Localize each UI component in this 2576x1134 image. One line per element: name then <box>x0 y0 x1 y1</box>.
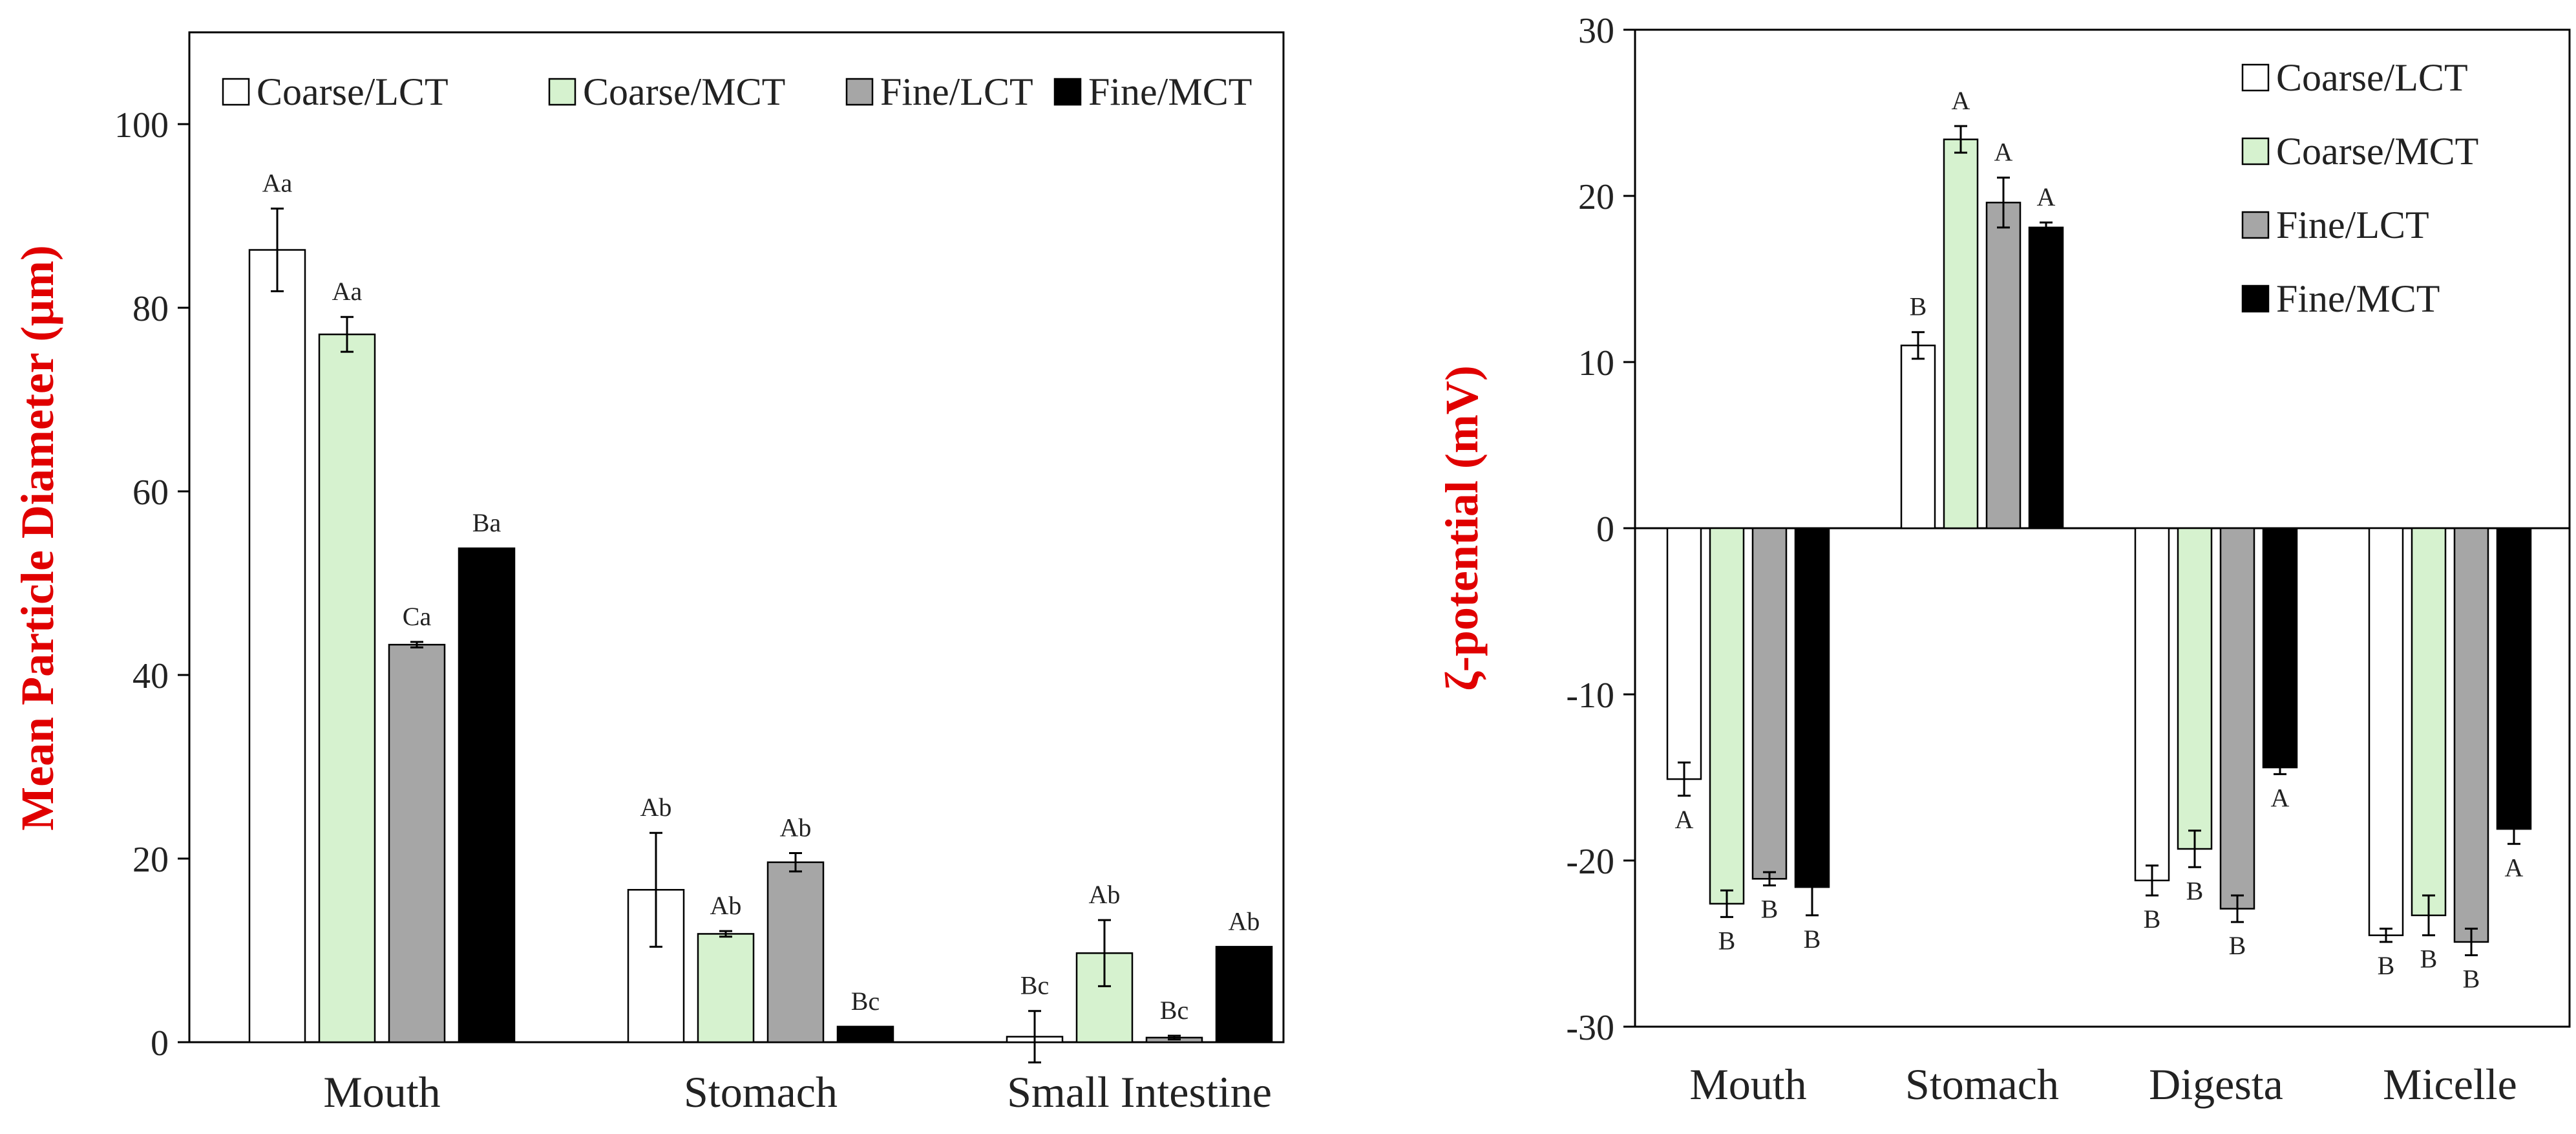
legend-swatch <box>2241 211 2270 239</box>
bar <box>2134 527 2170 882</box>
bar <box>2262 527 2298 769</box>
significance-label: B <box>2463 964 2480 993</box>
bar <box>1751 527 1788 880</box>
y-tick-label: 30 <box>1578 11 1614 51</box>
significance-label: Bc <box>851 987 880 1016</box>
significance-label: A <box>1675 805 1694 834</box>
significance-label: A <box>1952 86 1970 115</box>
significance-label: Ca <box>403 602 432 631</box>
bar <box>836 1025 894 1043</box>
significance-label: B <box>1761 895 1779 924</box>
category-label: Mouth <box>323 1067 440 1117</box>
bar <box>1900 345 1936 530</box>
legend-label: Fine/LCT <box>880 70 1033 113</box>
bar <box>1794 527 1830 888</box>
y-tick-label: 60 <box>132 473 169 513</box>
bar <box>766 861 825 1043</box>
significance-label: A <box>1994 138 2013 167</box>
y-tick-label: -30 <box>1566 1008 1614 1048</box>
legend-swatch <box>2241 137 2270 166</box>
significance-label: Aa <box>262 169 293 198</box>
significance-label: Ab <box>1229 906 1260 936</box>
significance-label: B <box>2420 945 2438 974</box>
legend-label: Fine/MCT <box>2276 277 2440 320</box>
significance-label: Bc <box>1160 996 1188 1025</box>
category-label: Mouth <box>1689 1060 1806 1109</box>
bar <box>388 643 446 1043</box>
significance-label: Ab <box>640 793 672 822</box>
significance-label: B <box>2229 931 2246 960</box>
bar <box>2368 527 2404 936</box>
legend-swatch <box>1053 78 1082 106</box>
category-label: Digesta <box>2149 1060 2283 1109</box>
legend-label: Fine/LCT <box>2276 204 2429 246</box>
y-tick-label: 100 <box>114 105 169 145</box>
significance-label: B <box>1718 926 1736 955</box>
legend-swatch <box>2241 63 2270 92</box>
bar <box>697 933 755 1043</box>
significance-label: B <box>2186 876 2204 905</box>
legend-label: Coarse/MCT <box>2276 130 2478 173</box>
bar <box>2028 226 2064 530</box>
bar <box>458 547 516 1043</box>
bar <box>1943 138 1979 530</box>
category-label: Small Intestine <box>1007 1067 1272 1117</box>
bar <box>2453 527 2489 943</box>
legend-swatch <box>548 78 576 106</box>
bar <box>248 249 306 1043</box>
y-tick-label: 20 <box>132 840 169 880</box>
y-tick-label: 40 <box>132 656 169 696</box>
significance-label: B <box>2144 904 2161 934</box>
y-tick-label: -20 <box>1566 842 1614 882</box>
bar <box>2177 527 2213 850</box>
significance-label: Bc <box>1020 971 1049 1000</box>
legend-swatch <box>222 78 250 106</box>
significance-label: A <box>2271 783 2290 812</box>
y-tick-label: 80 <box>132 289 169 329</box>
bar <box>2411 527 2447 917</box>
category-label: Stomach <box>1905 1060 2059 1109</box>
significance-label: Ab <box>1089 880 1121 909</box>
significance-label: A <box>2505 853 2524 882</box>
significance-label: Ba <box>472 508 501 537</box>
y-axis-title: Mean Particle Diameter (µm) <box>12 245 63 831</box>
legend-label: Fine/MCT <box>1088 70 1252 113</box>
significance-label: Ab <box>710 891 742 920</box>
legend-label: Coarse/LCT <box>257 70 449 113</box>
legend-label: Coarse/LCT <box>2276 56 2468 99</box>
bar <box>1709 527 1745 905</box>
bar <box>1215 946 1273 1043</box>
bar <box>2219 527 2255 910</box>
significance-label: Ab <box>780 813 812 842</box>
category-label: Micelle <box>2383 1060 2517 1109</box>
significance-label: A <box>2037 182 2056 211</box>
bar <box>1666 527 1702 780</box>
legend-swatch <box>2241 284 2270 313</box>
legend-swatch <box>845 78 874 106</box>
significance-label: B <box>2378 951 2395 980</box>
y-axis-title: ζ-potential (mV) <box>1436 365 1488 691</box>
legend-label: Coarse/MCT <box>583 70 785 113</box>
significance-label: B <box>1804 925 1821 954</box>
y-tick-label: 20 <box>1578 177 1614 217</box>
bar <box>318 333 376 1043</box>
y-tick-label: 10 <box>1578 343 1614 383</box>
y-tick-label: -10 <box>1566 676 1614 716</box>
significance-label: B <box>1910 292 1927 321</box>
significance-label: Aa <box>332 277 363 306</box>
y-tick-label: 0 <box>1596 509 1614 550</box>
bar <box>1985 202 2022 530</box>
y-tick-label: 0 <box>151 1023 169 1064</box>
category-label: Stomach <box>684 1067 838 1117</box>
bar <box>2496 527 2532 830</box>
particle-diameter-chart: Mean Particle Diameter (µm) 0 20 40 60 80 100… <box>12 31 1285 1117</box>
